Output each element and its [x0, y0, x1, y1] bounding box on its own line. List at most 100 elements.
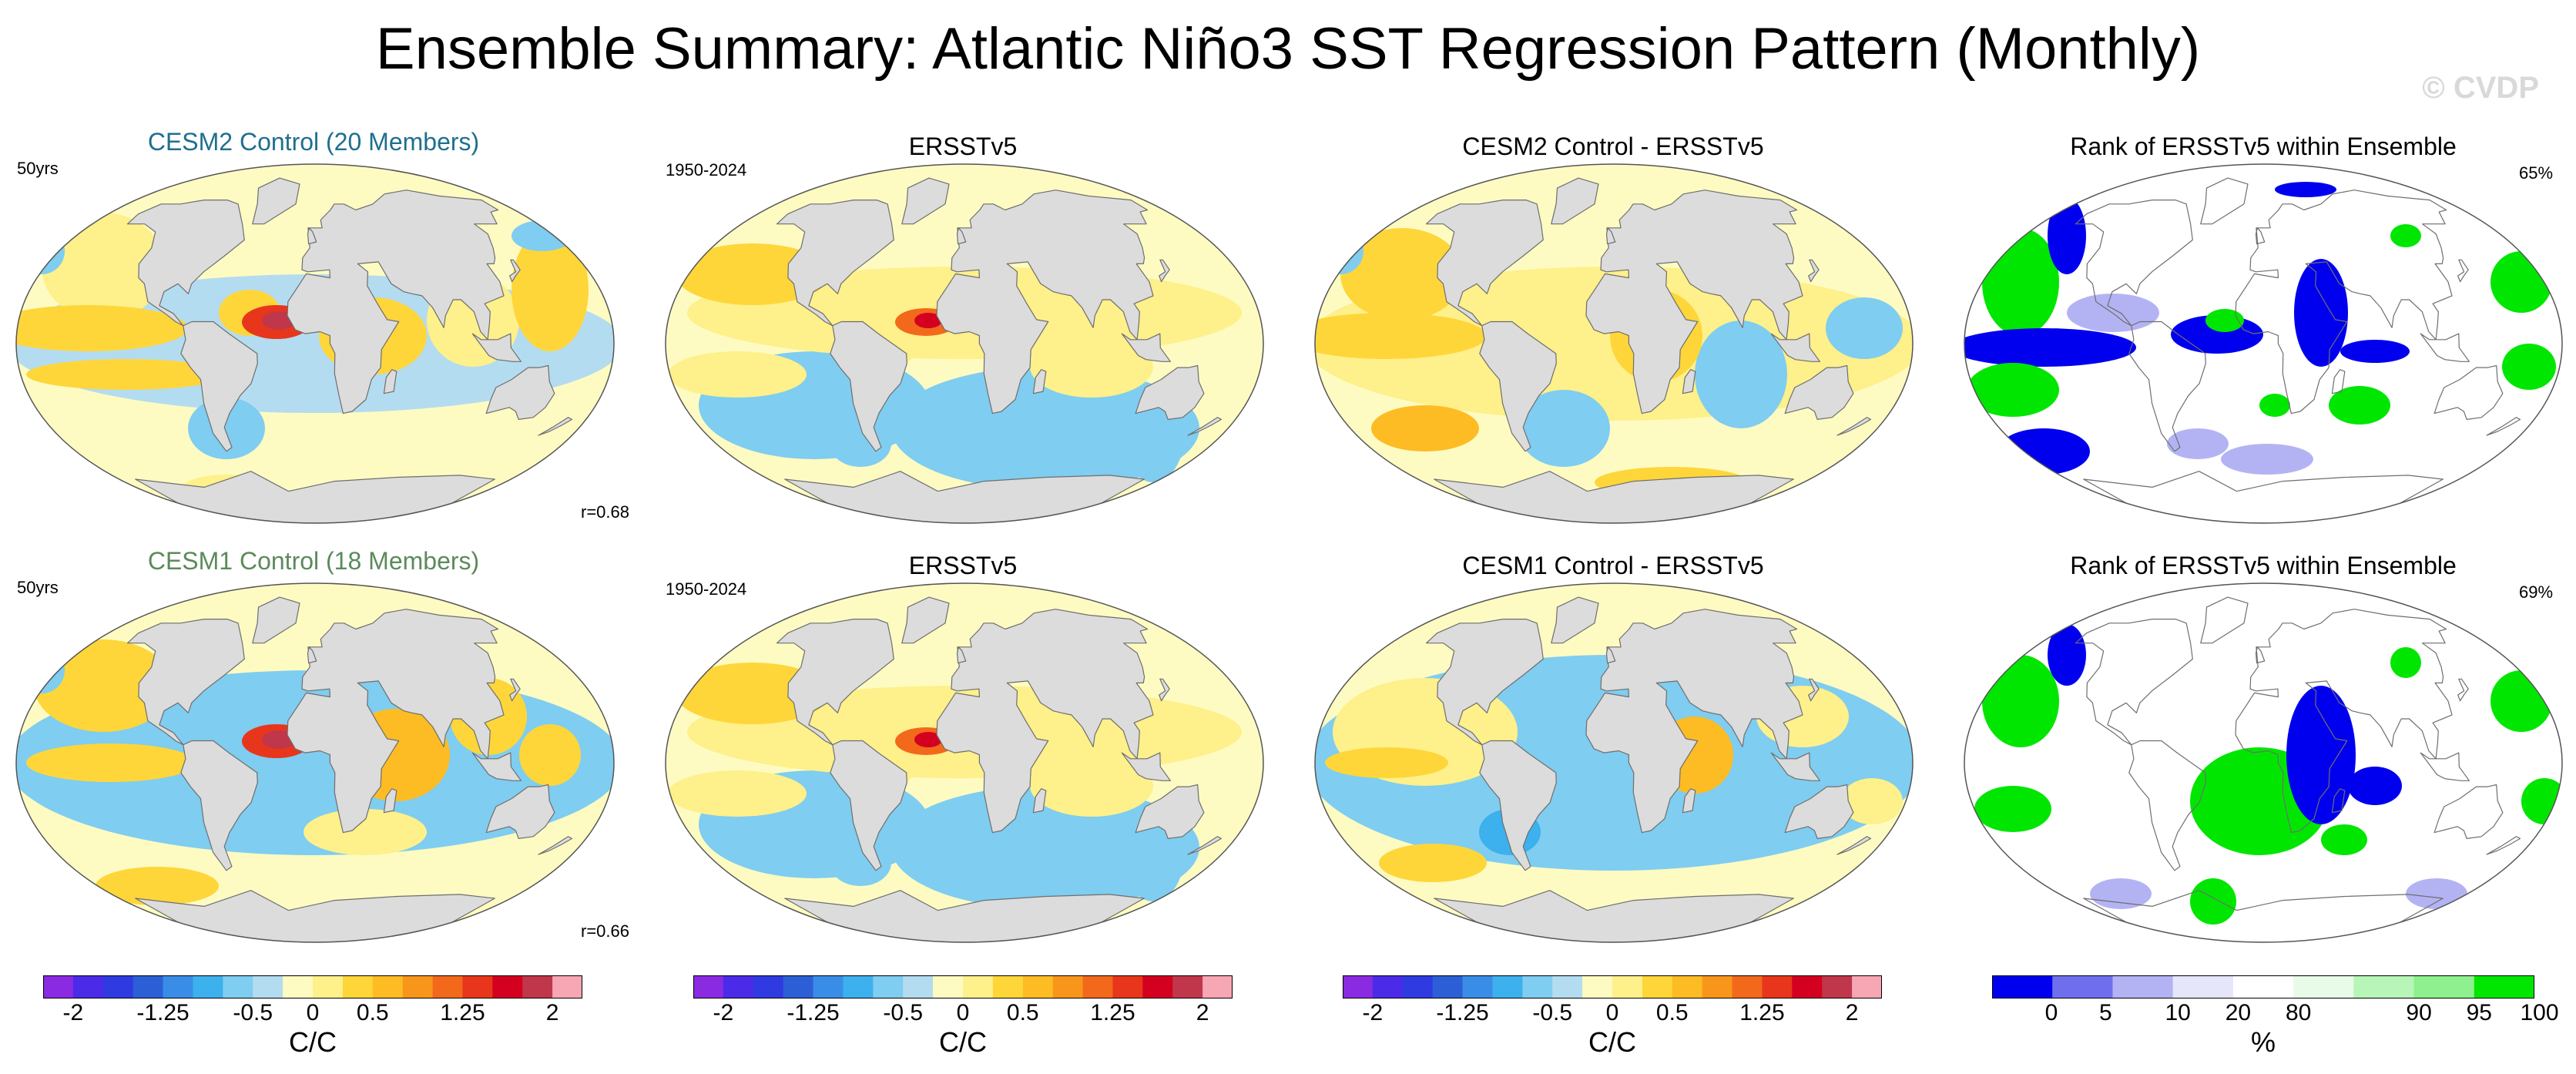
map-boundary — [665, 582, 1264, 943]
landmass-africa-eurasia — [1585, 190, 1803, 414]
colorbar-swatch — [1462, 975, 1493, 998]
colorbar-tick-label: 0 — [1605, 1000, 1619, 1025]
obs-period-row2: 1950-2024 — [666, 579, 747, 599]
map-rank-row2 — [1964, 582, 2563, 943]
landmass-new-zealand — [2486, 836, 2521, 855]
landmass-madagascar — [1032, 788, 1047, 814]
sst-regression-contour — [34, 639, 173, 732]
sst-regression-contour — [891, 786, 1199, 909]
landmass-new-zealand — [1187, 836, 1223, 855]
landmass-new-zealand — [2486, 417, 2521, 436]
rank-field-contour — [2259, 394, 2290, 417]
colorbar-swatch — [2232, 975, 2294, 998]
landmass-north-america — [2075, 200, 2193, 327]
sst-regression-contour — [676, 243, 830, 305]
colorbar-swatch — [522, 975, 553, 998]
map-boundary — [1964, 582, 2563, 943]
landmass-madagascar — [383, 788, 397, 814]
sst-regression-contour — [1325, 747, 1448, 778]
landmass-antarctica — [2083, 890, 2444, 942]
colorbar-swatch — [492, 975, 523, 998]
rank-field-contour — [2521, 778, 2562, 824]
colorbar-swatch — [1492, 975, 1523, 998]
colorbar-tick-label: 0 — [2044, 1000, 2058, 1025]
colorbar-swatch — [2293, 975, 2354, 998]
colorbar-tick-label: 5 — [2098, 1000, 2112, 1025]
colorbar-swatch — [1372, 975, 1404, 998]
colorbar-swatch — [1202, 975, 1233, 998]
colorbar-rank — [1992, 975, 2534, 998]
cesm2-panel-title: CESM2 Control (20 Members) — [147, 128, 480, 156]
landmass-uk — [956, 646, 967, 664]
colorbar-swatch — [1672, 975, 1703, 998]
obs-panel-title-row2: ERSSTv5 — [908, 552, 1018, 579]
rank-field-contour — [1967, 363, 2059, 417]
landmass-antarctica — [2083, 471, 2444, 523]
colorbar-tick-label: 20 — [2225, 1000, 2252, 1025]
sst-regression-contour — [1030, 336, 1153, 398]
landmass-north-america — [2075, 619, 2193, 746]
landmass-japan — [509, 678, 521, 702]
map-boundary — [1314, 163, 1914, 524]
sst-regression-contour — [26, 359, 226, 390]
sst-regression-contour — [914, 732, 942, 747]
landmass-greenland — [901, 596, 950, 644]
rank-field-contour — [1982, 655, 2059, 747]
landmass-antarctica — [1434, 890, 1794, 942]
landmass-south-america — [180, 740, 258, 871]
colorbar-regression-3-units: C/C — [1588, 1026, 1636, 1058]
landmass-greenland — [1551, 177, 1599, 225]
landmass-australia — [2433, 784, 2504, 839]
rank-field-contour — [2090, 878, 2152, 909]
colorbar-swatch — [2172, 975, 2234, 998]
landmass-new-zealand — [1836, 417, 1872, 436]
colorbar-swatch — [723, 975, 754, 998]
rank-percent-row1: 65% — [2519, 163, 2554, 183]
colorbar-swatch — [2052, 975, 2113, 998]
cesm2-pattern-correlation: r=0.68 — [581, 502, 629, 522]
sst-regression-contour — [668, 351, 807, 398]
map-ersst-regression-row2 — [665, 582, 1264, 943]
landmass-madagascar — [383, 369, 397, 394]
colorbar-swatch — [253, 975, 283, 998]
colorbar-swatch — [342, 975, 374, 998]
rank-field-contour — [2294, 259, 2348, 367]
sst-regression-contour — [42, 213, 165, 321]
landmass-antarctica — [135, 890, 495, 942]
colorbar-regression-3-ticks: -2 -1.25 -0.5 0 0.5 1.25 2 — [1343, 1000, 1882, 1031]
colorbar-swatch — [1702, 975, 1733, 998]
colorbar-swatch — [1082, 975, 1113, 998]
sst-regression-contour — [676, 663, 830, 724]
colorbar-swatch — [193, 975, 223, 998]
rank-field-contour — [2221, 444, 2313, 475]
rank-field-contour — [2286, 686, 2356, 824]
landmass-new-zealand — [1187, 417, 1223, 436]
rank-field-contour — [2502, 344, 2556, 390]
landmass-south-america — [180, 321, 258, 452]
rank-field-contour — [2348, 767, 2402, 805]
colorbar-swatch — [223, 975, 253, 998]
landmass-greenland — [901, 177, 950, 225]
colorbar-swatch — [1172, 975, 1203, 998]
landmass-uk — [307, 227, 317, 245]
sst-regression-contour — [16, 305, 188, 351]
sst-regression-contour — [668, 770, 807, 817]
colorbar-tick-label: 2 — [1196, 1000, 1209, 1025]
rank-field-contour — [2340, 340, 2410, 363]
landmass-new-zealand — [538, 417, 573, 436]
sst-regression-contour — [1518, 390, 1610, 467]
landmass-uk — [1605, 227, 1616, 245]
map-rank-row1 — [1964, 163, 2563, 524]
colorbar-tick-label: -2 — [1362, 1000, 1384, 1025]
colorbar-swatch — [813, 975, 844, 998]
landmass-south-america — [1479, 740, 1557, 871]
colorbar-tick-label: -0.5 — [1532, 1000, 1573, 1025]
landmass-madagascar — [1032, 369, 1047, 394]
colorbar-swatch — [933, 975, 964, 998]
colorbar-tick-label: 100 — [2520, 1000, 2559, 1025]
colorbar-swatch — [873, 975, 904, 998]
rank-field-contour — [1964, 328, 2136, 367]
landmass-uk — [1605, 646, 1616, 664]
rank-panel-title-row2: Rank of ERSSTv5 within Ensemble — [2070, 552, 2457, 579]
colorbar-swatch — [1822, 975, 1853, 998]
